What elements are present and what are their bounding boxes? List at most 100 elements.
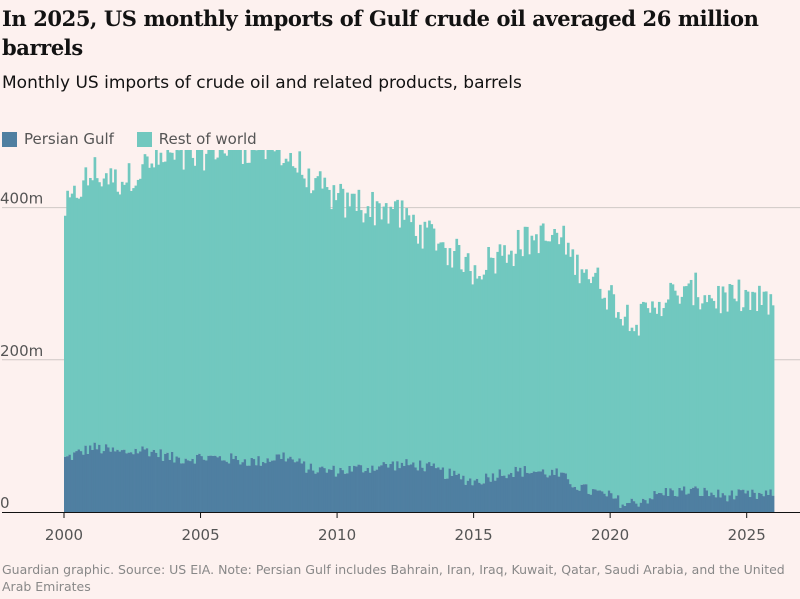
bar-rest-of-world <box>519 249 522 468</box>
bar-persian-gulf <box>742 489 745 512</box>
bar-rest-of-world <box>692 305 695 488</box>
bar-rest-of-world <box>557 244 561 477</box>
bar-persian-gulf <box>555 468 559 512</box>
bar-persian-gulf <box>391 461 395 512</box>
bar-rest-of-world <box>261 150 265 463</box>
bar-persian-gulf <box>758 492 761 512</box>
bar-persian-gulf <box>211 455 215 512</box>
bar-rest-of-world <box>546 241 550 478</box>
bar-persian-gulf <box>230 453 233 512</box>
bar-rest-of-world <box>173 159 176 463</box>
bar-persian-gulf <box>771 495 775 512</box>
bar-persian-gulf <box>214 455 217 512</box>
bar-rest-of-world <box>362 222 365 473</box>
bar-persian-gulf <box>380 465 383 512</box>
bar-persian-gulf <box>296 461 299 512</box>
bar-persian-gulf <box>273 460 277 512</box>
bar-persian-gulf <box>134 448 138 512</box>
bar-persian-gulf <box>444 478 447 512</box>
bar-rest-of-world <box>678 303 682 488</box>
bar-persian-gulf <box>648 498 652 512</box>
bar-rest-of-world <box>521 256 525 477</box>
bar-persian-gulf <box>667 495 670 512</box>
bar-persian-gulf <box>680 490 684 512</box>
bar-rest-of-world <box>455 238 459 475</box>
bar-rest-of-world <box>125 182 129 454</box>
bar-persian-gulf <box>512 476 515 512</box>
bar-persian-gulf <box>348 466 352 512</box>
bar-rest-of-world <box>585 269 588 485</box>
bar-rest-of-world <box>730 284 734 491</box>
bar-rest-of-world <box>728 284 732 496</box>
bar-rest-of-world <box>703 295 707 488</box>
bar-persian-gulf <box>227 463 231 512</box>
bar-persian-gulf <box>232 459 236 512</box>
bar-persian-gulf <box>98 444 101 512</box>
legend-swatch-rest-of-world <box>136 131 152 147</box>
bar-rest-of-world <box>651 301 654 500</box>
bar-persian-gulf <box>405 459 409 512</box>
bar-persian-gulf <box>510 472 513 512</box>
bar-persian-gulf <box>261 462 265 512</box>
bar-persian-gulf <box>459 479 463 512</box>
bar-persian-gulf <box>387 467 390 512</box>
bar-persian-gulf <box>657 492 661 512</box>
bar-rest-of-world <box>248 162 252 466</box>
bar-persian-gulf <box>514 466 518 512</box>
bar-rest-of-world <box>771 305 775 496</box>
bar-persian-gulf <box>753 492 757 512</box>
bar-rest-of-world <box>139 178 142 452</box>
bar-rest-of-world <box>494 273 497 481</box>
bar-persian-gulf <box>598 490 602 512</box>
bar-persian-gulf <box>89 445 92 512</box>
bar-persian-gulf <box>152 449 156 512</box>
bar-rest-of-world <box>214 159 217 456</box>
bar-rest-of-world <box>186 150 190 461</box>
bar-persian-gulf <box>576 489 579 512</box>
bar-persian-gulf <box>216 457 220 512</box>
bar-persian-gulf <box>546 477 550 512</box>
bar-persian-gulf <box>414 467 418 512</box>
bar-persian-gulf <box>95 449 99 512</box>
bar-persian-gulf <box>218 456 222 512</box>
bar-rest-of-world <box>104 173 108 445</box>
bar-persian-gulf <box>605 496 609 512</box>
bar-rest-of-world <box>389 206 393 465</box>
bar-rest-of-world <box>619 319 622 508</box>
bar-persian-gulf <box>557 476 561 512</box>
bar-rest-of-world <box>544 240 547 475</box>
bar-persian-gulf <box>616 495 620 512</box>
bar-persian-gulf <box>764 490 768 512</box>
bar-persian-gulf <box>355 466 358 512</box>
bar-rest-of-world <box>64 215 67 457</box>
bar-rest-of-world <box>316 176 320 473</box>
x-tick-label: 2015 <box>455 526 493 544</box>
bar-persian-gulf <box>86 453 90 512</box>
bar-rest-of-world <box>170 152 174 452</box>
y-tick-label: 200m <box>0 342 43 360</box>
bar-persian-gulf <box>157 457 160 512</box>
bar-persian-gulf <box>644 500 647 512</box>
bar-rest-of-world <box>257 150 261 457</box>
bar-rest-of-world <box>98 182 101 445</box>
bar-rest-of-world <box>141 164 145 447</box>
x-tick-label: 2010 <box>318 526 356 544</box>
bar-rest-of-world <box>482 274 486 484</box>
bar-persian-gulf <box>327 469 331 512</box>
bar-persian-gulf <box>434 468 438 512</box>
bar-persian-gulf <box>450 475 454 512</box>
bar-persian-gulf <box>582 484 586 512</box>
bar-rest-of-world <box>685 286 688 495</box>
bar-rest-of-world <box>86 185 90 454</box>
bar-persian-gulf <box>143 449 147 512</box>
bar-rest-of-world <box>489 257 493 482</box>
bar-rest-of-world <box>523 226 527 467</box>
bar-rest-of-world <box>198 150 201 454</box>
bar-persian-gulf <box>421 467 424 512</box>
bar-rest-of-world <box>701 303 704 496</box>
bar-persian-gulf <box>457 473 461 512</box>
bar-rest-of-world <box>321 188 324 467</box>
bar-rest-of-world <box>550 234 554 470</box>
legend-item-rest-of-world: Rest of world <box>136 130 257 148</box>
bar-persian-gulf <box>250 457 254 512</box>
